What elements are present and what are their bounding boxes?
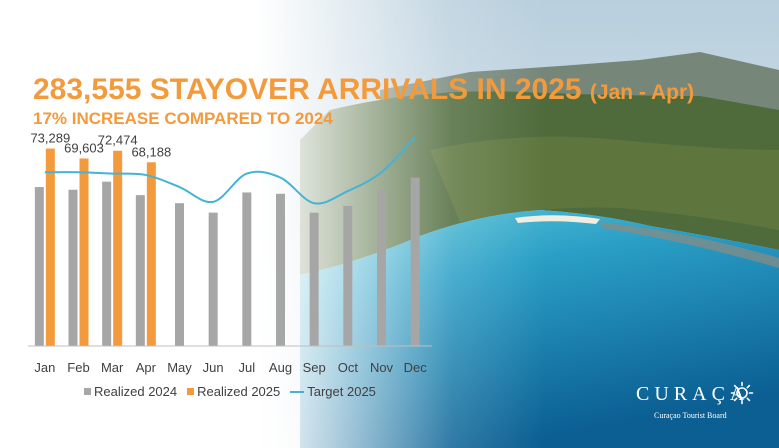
x-tick-sep: Sep bbox=[303, 360, 326, 375]
data-label-2025-feb: 69,603 bbox=[64, 140, 104, 155]
data-label-2025-jan: 73,289 bbox=[30, 131, 70, 146]
legend-swatch-realized-2025 bbox=[187, 388, 195, 395]
bar-2024-mar bbox=[102, 181, 112, 346]
series-target-2025 bbox=[44, 136, 416, 205]
bar-2025-apr bbox=[146, 162, 156, 346]
x-tick-mar: Mar bbox=[101, 360, 124, 375]
legend-item-realized-2025: Realized 2025 bbox=[187, 384, 280, 399]
title-main: 283,555 STAYOVER ARRIVALS IN 2025 bbox=[33, 73, 582, 106]
chart-legend: Realized 2024 Realized 2025 Target 2025 bbox=[84, 384, 376, 399]
title-range: (Jan - Apr) bbox=[589, 81, 695, 104]
bar-2025-feb bbox=[79, 158, 89, 346]
legend-label-realized-2024: Realized 2024 bbox=[94, 384, 178, 399]
x-tick-nov: Nov bbox=[370, 360, 394, 375]
bar-2024-oct bbox=[343, 205, 353, 346]
x-tick-oct: Oct bbox=[338, 360, 359, 375]
bar-2024-jul bbox=[242, 192, 252, 346]
series-realized-2025 bbox=[45, 148, 156, 346]
bar-2024-may bbox=[175, 203, 184, 346]
x-tick-aug: Aug bbox=[269, 360, 292, 375]
bar-2024-aug bbox=[276, 193, 285, 346]
bar-2024-apr bbox=[135, 195, 145, 346]
curacao-logo: CURAÇA Curaçao Tourist Board bbox=[636, 379, 756, 429]
data-label-2025-mar: 72,474 bbox=[98, 133, 138, 148]
bar-2024-dec bbox=[410, 177, 420, 346]
bar-2024-feb bbox=[68, 189, 78, 346]
x-axis-ticks: Jan Feb Mar Apr May Jun Jul Aug Sep Oct Nov Dec bbox=[34, 360, 427, 375]
x-tick-jul: Jul bbox=[239, 360, 256, 375]
x-tick-jun: Jun bbox=[203, 360, 224, 375]
x-tick-feb: Feb bbox=[67, 360, 89, 375]
series-realized-2024 bbox=[34, 177, 420, 346]
legend-item-realized-2024: Realized 2024 bbox=[84, 384, 177, 399]
logo-tagline: Curaçao Tourist Board bbox=[654, 411, 727, 420]
bar-2024-jan bbox=[34, 187, 44, 346]
target-2025-line bbox=[44, 136, 416, 205]
bar-2025-mar bbox=[113, 150, 123, 346]
bar-2024-nov bbox=[377, 189, 386, 346]
legend-swatch-target-2025 bbox=[290, 390, 305, 393]
sun-icon bbox=[730, 381, 754, 405]
logo-wordmark: CURAÇA bbox=[636, 383, 750, 405]
bar-2025-jan bbox=[45, 148, 55, 346]
data-label-2025-apr: 68,188 bbox=[131, 144, 171, 159]
x-tick-apr: Apr bbox=[136, 360, 157, 375]
legend-label-target-2025: Target 2025 bbox=[307, 384, 376, 399]
bar-2024-sep bbox=[309, 212, 319, 346]
legend-swatch-realized-2024 bbox=[84, 388, 91, 395]
legend-item-target-2025: Target 2025 bbox=[290, 384, 376, 399]
x-tick-may: May bbox=[167, 360, 192, 375]
legend-label-realized-2025: Realized 2025 bbox=[197, 384, 281, 399]
x-tick-jan: Jan bbox=[34, 360, 55, 375]
x-tick-dec: Dec bbox=[404, 360, 428, 375]
page-title: 283,555 STAYOVER ARRIVALS IN 2025 (Jan -… bbox=[33, 73, 694, 107]
bar-2024-jun bbox=[208, 212, 218, 346]
page-subtitle: 17% INCREASE COMPARED TO 2024 bbox=[33, 109, 333, 128]
